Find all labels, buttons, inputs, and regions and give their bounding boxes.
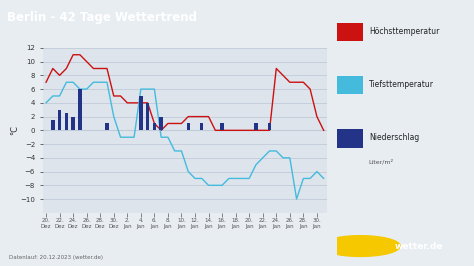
Bar [187,123,190,130]
Text: Liter/m²: Liter/m² [369,159,394,164]
Circle shape [320,236,400,256]
Text: Berlin - 42 Tage Wettertrend: Berlin - 42 Tage Wettertrend [8,11,197,24]
Text: Tiefsttemperatur: Tiefsttemperatur [369,80,434,89]
Bar [268,123,271,130]
Text: Datenlauf: 20.12.2023 (wetter.de): Datenlauf: 20.12.2023 (wetter.de) [9,255,103,260]
Bar [200,123,203,130]
Bar [220,123,224,130]
Bar [51,120,55,130]
Bar [146,103,149,130]
Y-axis label: °C: °C [10,125,19,135]
Bar [153,123,156,130]
Bar [139,96,143,130]
Text: wetter.de: wetter.de [394,242,443,251]
Bar [159,117,163,130]
Bar [254,123,258,130]
Bar [78,89,82,130]
Text: Niederschlag: Niederschlag [369,133,419,142]
Bar [72,117,75,130]
Text: Höchsttemperatur: Höchsttemperatur [369,27,439,36]
Bar [64,113,68,130]
Bar [105,123,109,130]
Bar [58,110,61,130]
